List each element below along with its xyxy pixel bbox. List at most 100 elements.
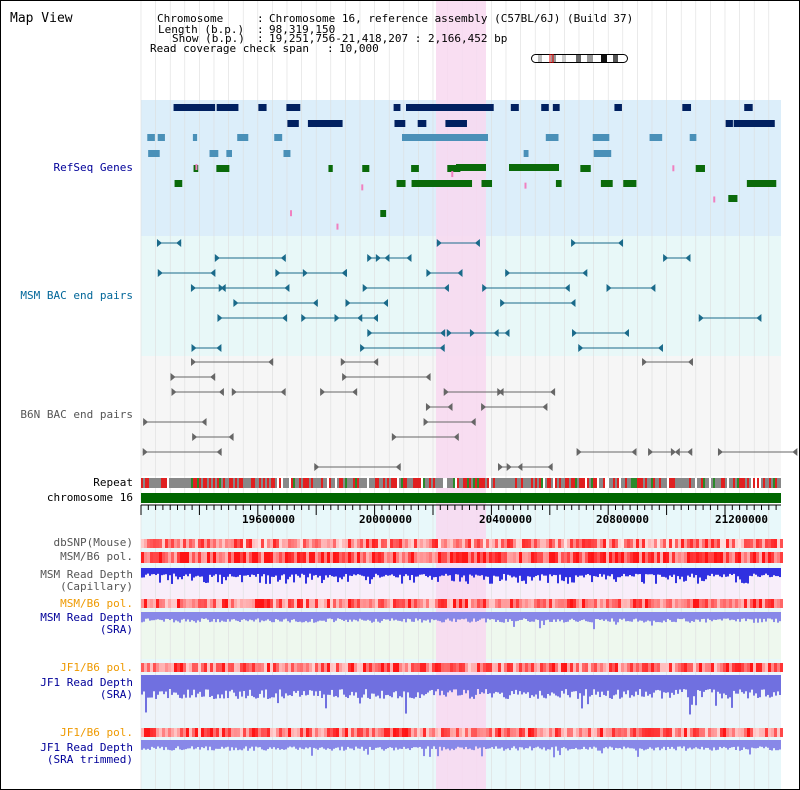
- polymorphism-cell: [141, 552, 144, 563]
- b6n-bac-pair-end: [210, 373, 216, 381]
- read-depth-bar: [625, 740, 627, 749]
- polymorphism-cell: [237, 599, 240, 608]
- polymorphism-cell: [339, 552, 342, 563]
- read-depth-bar: [491, 740, 493, 748]
- polymorphism-cell: [609, 663, 612, 672]
- polymorphism-cell: [225, 552, 228, 563]
- read-depth-bar: [231, 568, 233, 577]
- read-depth-bar: [423, 568, 425, 575]
- read-depth-bar: [565, 740, 567, 749]
- read-depth-bar: [269, 568, 271, 584]
- track-label-refseq[interactable]: RefSeq Genes: [53, 161, 133, 174]
- polymorphism-cell: [696, 552, 699, 563]
- repeat-segment: [261, 478, 263, 488]
- read-depth-bar: [513, 568, 515, 577]
- polymorphism-cell: [150, 552, 153, 563]
- polymorphism-cell: [525, 552, 528, 563]
- polymorphism-cell: [699, 599, 702, 608]
- repeat-segment: [735, 478, 737, 488]
- read-depth-bar: [613, 568, 615, 580]
- track-label-repeat[interactable]: Repeat: [93, 476, 133, 489]
- read-depth-bar: [303, 740, 305, 750]
- track-label-chromosome[interactable]: chromosome 16: [46, 491, 133, 504]
- b6n-bac-pair-end: [687, 358, 693, 366]
- chromosome-value: Chromosome 16, reference assembly (C57BL…: [269, 12, 634, 25]
- polymorphism-cell: [768, 539, 771, 548]
- track-label-jf1-depth-sra[interactable]: JF1 Read Depth (SRA): [1, 677, 133, 701]
- read-depth-bar: [757, 612, 759, 623]
- read-depth-bar: [363, 675, 365, 695]
- polymorphism-cell: [567, 539, 570, 548]
- read-depth-bar: [691, 612, 693, 622]
- polymorphism-cell: [447, 728, 450, 737]
- read-depth-bar: [307, 675, 309, 695]
- read-depth-bar: [305, 612, 307, 622]
- polymorphism-cell: [606, 728, 609, 737]
- polymorphism-cell: [237, 663, 240, 672]
- polymorphism-cell: [147, 728, 150, 737]
- repeat-segment: [357, 478, 359, 488]
- read-depth-bar: [295, 675, 297, 693]
- polymorphism-cell: [705, 728, 708, 737]
- read-depth-bar: [763, 612, 765, 619]
- polymorphism-cell: [762, 663, 765, 672]
- polymorphism-cell: [750, 663, 753, 672]
- read-depth-bar: [517, 740, 519, 751]
- track-label-msm-bac[interactable]: MSM BAC end pairs: [20, 289, 133, 302]
- read-depth-bar: [539, 740, 541, 749]
- track-label-jf1-depth-trim[interactable]: JF1 Read Depth (SRA trimmed): [1, 742, 133, 766]
- read-depth-bar: [601, 568, 603, 577]
- read-depth-bar: [533, 568, 535, 578]
- track-label-b6n-bac[interactable]: B6N BAC end pairs: [20, 408, 133, 421]
- polymorphism-cell: [471, 728, 474, 737]
- msm-bac-pair-end: [426, 269, 432, 277]
- read-depth-bar: [277, 740, 279, 749]
- msm-bac-pair-end: [312, 299, 318, 307]
- read-depth-bar: [537, 612, 539, 620]
- read-depth-bar: [667, 675, 669, 693]
- read-depth-bar: [549, 612, 551, 622]
- polymorphism-cell: [738, 663, 741, 672]
- polymorphism-cell: [768, 599, 771, 608]
- polymorphism-cell: [519, 539, 522, 548]
- track-label-msm-depth-cap[interactable]: MSM Read Depth (Capillary): [1, 569, 133, 593]
- track-label-msm-pol-1[interactable]: MSM/B6 pol.: [60, 550, 133, 563]
- repeat-segment: [511, 478, 513, 488]
- read-depth-bar: [283, 740, 285, 750]
- polymorphism-cell: [762, 728, 765, 737]
- polymorphism-cell: [306, 539, 309, 548]
- track-label-msm-pol-2[interactable]: MSM/B6 pol.: [60, 597, 133, 610]
- read-depth-bar: [723, 568, 725, 575]
- read-depth-bar: [711, 740, 713, 751]
- polymorphism-cell: [441, 539, 444, 548]
- polymorphism-cell: [450, 728, 453, 737]
- read-depth-bar: [169, 740, 171, 751]
- read-depth-bar: [399, 568, 401, 575]
- polymorphism-cell: [156, 539, 159, 548]
- read-depth-bar: [351, 740, 353, 749]
- track-label-dbsnp[interactable]: dbSNP(Mouse): [53, 536, 133, 549]
- polymorphism-cell: [729, 599, 732, 608]
- read-depth-bar: [749, 675, 751, 693]
- track-label-jf1-pol-2[interactable]: JF1/B6 pol.: [60, 726, 133, 739]
- b6n-bac-pair-end: [453, 433, 459, 441]
- chromosome-ideogram[interactable]: [531, 54, 628, 63]
- polymorphism-cell: [147, 599, 150, 608]
- read-depth-bar: [453, 568, 455, 582]
- repeat-segment: [561, 478, 563, 488]
- polymorphism-cell: [312, 663, 315, 672]
- read-depth-bar: [145, 568, 147, 575]
- read-depth-bar: [443, 740, 445, 748]
- track-label-msm-depth-sra[interactable]: MSM Read Depth (SRA): [1, 612, 133, 636]
- read-depth-bar: [587, 740, 589, 750]
- read-depth-bar: [733, 740, 735, 747]
- read-depth-bar: [365, 675, 367, 690]
- polymorphism-cell: [342, 599, 345, 608]
- polymorphism-cell: [672, 552, 675, 563]
- polymorphism-cell: [681, 539, 684, 548]
- gene-feature: [695, 165, 705, 172]
- polymorphism-cell: [438, 663, 441, 672]
- track-label-jf1-pol-1[interactable]: JF1/B6 pol.: [60, 661, 133, 674]
- read-depth-bar: [333, 612, 335, 623]
